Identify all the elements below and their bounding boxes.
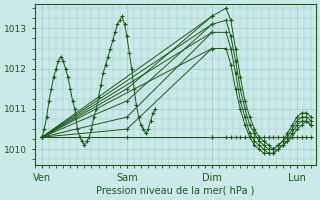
X-axis label: Pression niveau de la mer( hPa ): Pression niveau de la mer( hPa ) xyxy=(96,186,254,196)
